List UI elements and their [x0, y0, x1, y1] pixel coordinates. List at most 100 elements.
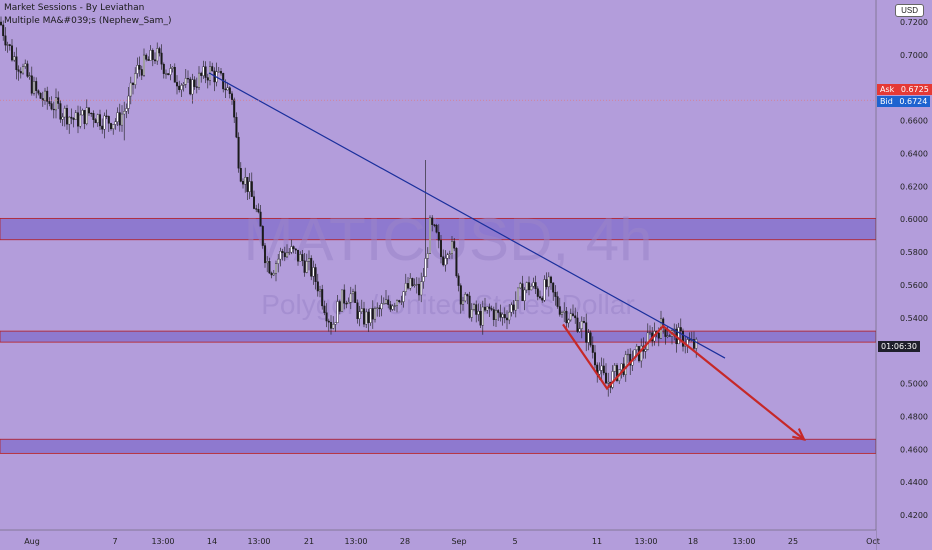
candle-body	[528, 282, 531, 291]
candle-body	[321, 289, 324, 307]
candle-body	[105, 115, 108, 117]
candle-body	[303, 260, 306, 273]
candle-body	[376, 307, 379, 309]
candle-body	[550, 276, 553, 284]
candle-body	[569, 313, 572, 321]
candle-body	[466, 294, 469, 297]
candle-body	[385, 299, 388, 304]
candle-body	[479, 311, 482, 326]
candle-body	[455, 248, 458, 277]
candle-body	[627, 353, 630, 356]
candle-body	[349, 293, 352, 303]
candle-body	[140, 69, 143, 76]
candle-body	[488, 306, 491, 309]
candle-body	[536, 288, 539, 297]
candle-body	[292, 246, 295, 250]
candle-body	[389, 304, 392, 310]
trend-line[interactable]	[208, 72, 726, 359]
candle-body	[129, 82, 132, 97]
candle-body	[341, 289, 344, 312]
time-axis[interactable]	[0, 530, 876, 550]
candle-body	[563, 310, 566, 313]
candle-body	[195, 86, 198, 88]
candle-body	[162, 63, 165, 74]
candle-body	[301, 254, 304, 261]
candle-body	[367, 311, 370, 323]
candlestick-series	[0, 16, 698, 397]
candle-body	[118, 112, 121, 126]
candle-body	[363, 308, 366, 325]
candle-body	[565, 310, 568, 324]
candle-body	[378, 307, 381, 310]
candle-body	[10, 45, 13, 61]
zone-2[interactable]	[0, 330, 877, 343]
price-axis[interactable]	[876, 0, 932, 550]
candle-body	[415, 283, 418, 286]
candle-body	[607, 381, 610, 384]
time-tick-label: Sep	[451, 537, 466, 546]
candle-body	[297, 249, 300, 262]
candle-body	[409, 278, 412, 289]
time-tick-label: 25	[788, 537, 798, 546]
candle-body	[508, 311, 511, 321]
indicator-multiple-ma[interactable]: Multiple MA&#039;s (Nephew_Sam_)	[4, 16, 172, 26]
candle-body	[448, 253, 451, 255]
projection-path[interactable]	[562, 323, 805, 441]
candle-body	[70, 116, 73, 119]
time-tick-label: 28	[400, 537, 410, 546]
candle-body	[525, 282, 528, 291]
candle-body	[543, 279, 546, 301]
candle-body	[180, 85, 183, 90]
candle-body	[241, 181, 244, 185]
candle-body	[96, 114, 99, 124]
candle-body	[92, 113, 95, 120]
candle-body	[512, 304, 515, 311]
ask-value: 0.6725	[900, 85, 929, 94]
candle-body	[87, 107, 90, 114]
candle-body	[583, 320, 586, 323]
zone-3[interactable]	[0, 438, 877, 454]
candle-body	[277, 258, 280, 264]
time-tick-label: 14	[207, 537, 217, 546]
candle-body	[558, 306, 561, 315]
candle-body	[61, 116, 64, 120]
candle-body	[35, 81, 38, 91]
candle-body	[598, 370, 601, 375]
candle-body	[131, 82, 134, 86]
candle-body	[591, 344, 594, 353]
candle-body	[457, 275, 460, 286]
candle-body	[459, 285, 462, 305]
price-tick-label: 0.7000	[900, 51, 928, 60]
candle-body	[649, 332, 652, 334]
candle-body	[237, 136, 240, 169]
candle-body	[39, 92, 42, 99]
indicator-market-sessions[interactable]: Market Sessions - By Leviathan	[4, 3, 145, 13]
candle-body	[323, 305, 326, 313]
candle-body	[169, 68, 172, 76]
candle-body	[380, 303, 383, 310]
candle-body	[286, 252, 289, 258]
price-tick-label: 0.4600	[900, 445, 928, 454]
candle-body	[279, 251, 282, 260]
candle-body	[310, 258, 313, 277]
candle-body	[219, 71, 222, 74]
price-tick-label: 0.6000	[900, 215, 928, 224]
candle-body	[387, 299, 390, 305]
candle-body	[52, 108, 55, 111]
candle-body	[554, 291, 557, 297]
ask-badge: Ask 0.6725	[877, 84, 932, 95]
candle-body	[0, 21, 2, 26]
price-tick-label: 0.5600	[900, 281, 928, 290]
currency-button[interactable]: USD	[895, 4, 924, 17]
candle-body	[578, 328, 581, 332]
candle-body	[94, 119, 97, 124]
candle-body	[519, 283, 522, 289]
candle-body	[184, 78, 187, 85]
candle-body	[46, 90, 49, 102]
candle-body	[24, 63, 27, 67]
price-tick-label: 0.5400	[900, 314, 928, 323]
candle-body	[338, 301, 341, 312]
price-tick-label: 0.6200	[900, 182, 928, 191]
candle-body	[585, 322, 588, 343]
